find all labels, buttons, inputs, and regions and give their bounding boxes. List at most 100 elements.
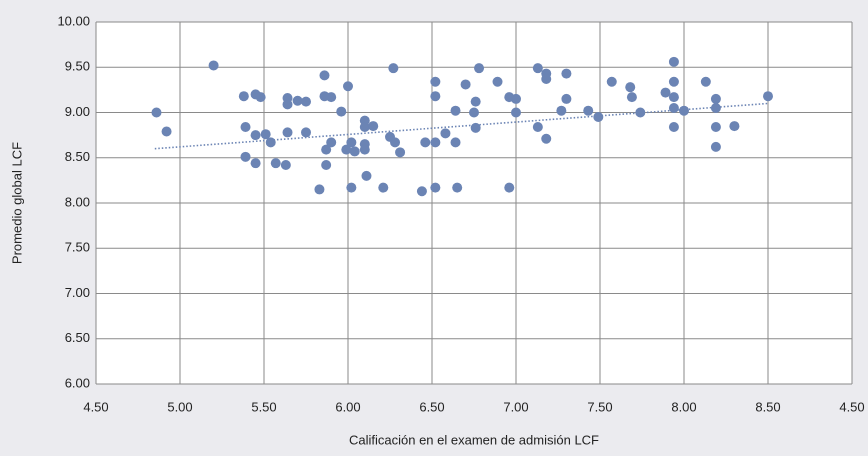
point bbox=[336, 106, 347, 117]
y-tick-label: 9.00 bbox=[65, 104, 90, 119]
point bbox=[452, 182, 463, 193]
point bbox=[260, 129, 271, 140]
point bbox=[532, 121, 543, 132]
point bbox=[368, 121, 379, 132]
point bbox=[492, 76, 503, 87]
point bbox=[668, 56, 679, 67]
point bbox=[346, 182, 357, 193]
point bbox=[250, 158, 261, 169]
point bbox=[460, 79, 471, 90]
y-tick-label: 8.00 bbox=[65, 194, 90, 209]
point bbox=[561, 93, 572, 104]
x-tick-label: 8.00 bbox=[671, 399, 696, 414]
point bbox=[240, 121, 251, 132]
x-tick-label: 6.50 bbox=[419, 399, 444, 414]
point bbox=[668, 92, 679, 103]
point bbox=[474, 63, 485, 74]
y-tick-label: 7.00 bbox=[65, 285, 90, 300]
point bbox=[255, 92, 266, 103]
point bbox=[416, 186, 427, 197]
point bbox=[161, 126, 172, 137]
y-tick-label: 6.00 bbox=[65, 375, 90, 390]
y-tick-label: 6.50 bbox=[65, 330, 90, 345]
point bbox=[626, 92, 637, 103]
point bbox=[710, 102, 721, 113]
point bbox=[361, 170, 372, 181]
point bbox=[504, 182, 515, 193]
point bbox=[470, 96, 481, 107]
point bbox=[359, 144, 370, 155]
x-tick-label: 4.50 bbox=[839, 399, 864, 414]
point bbox=[450, 105, 461, 116]
point bbox=[430, 182, 441, 193]
point bbox=[470, 122, 481, 133]
point bbox=[270, 158, 281, 169]
point bbox=[321, 159, 332, 170]
point bbox=[625, 82, 636, 93]
point bbox=[700, 76, 711, 87]
point bbox=[282, 127, 293, 138]
point bbox=[430, 76, 441, 87]
y-axis-label: Promedio global LCF bbox=[9, 142, 24, 264]
y-tick-label: 8.50 bbox=[65, 149, 90, 164]
point bbox=[326, 137, 337, 148]
point bbox=[541, 133, 552, 144]
point bbox=[710, 141, 721, 152]
point bbox=[561, 68, 572, 79]
y-tick-label: 9.50 bbox=[65, 59, 90, 74]
x-tick-label: 7.00 bbox=[503, 399, 528, 414]
point bbox=[343, 81, 353, 92]
point bbox=[679, 105, 689, 116]
x-tick-label: 5.50 bbox=[251, 399, 276, 414]
point bbox=[511, 93, 521, 104]
point bbox=[240, 151, 251, 162]
point bbox=[395, 147, 406, 158]
point bbox=[326, 92, 337, 103]
point bbox=[390, 137, 401, 148]
point bbox=[238, 91, 249, 102]
point bbox=[292, 95, 303, 106]
point bbox=[541, 74, 552, 85]
x-tick-label: 8.50 bbox=[755, 399, 780, 414]
y-tick-label: 7.50 bbox=[65, 240, 90, 255]
x-tick-label: 5.00 bbox=[167, 399, 192, 414]
trendline bbox=[154, 102, 769, 150]
point bbox=[668, 102, 679, 113]
point bbox=[635, 107, 646, 118]
point bbox=[556, 105, 567, 116]
point bbox=[593, 112, 604, 123]
point bbox=[729, 121, 740, 132]
point bbox=[469, 107, 479, 118]
point bbox=[430, 137, 441, 148]
point bbox=[660, 87, 671, 98]
point bbox=[511, 107, 521, 118]
point bbox=[450, 137, 461, 148]
point bbox=[668, 76, 679, 87]
point bbox=[440, 128, 451, 139]
x-tick-label: 6.00 bbox=[335, 399, 360, 414]
point bbox=[763, 91, 773, 102]
point bbox=[346, 137, 357, 148]
point bbox=[301, 127, 311, 138]
point bbox=[710, 93, 721, 104]
point bbox=[321, 144, 332, 155]
point bbox=[282, 99, 293, 110]
point bbox=[208, 60, 219, 71]
point bbox=[349, 146, 360, 157]
point bbox=[151, 107, 162, 118]
x-tick-label: 4.50 bbox=[83, 399, 108, 414]
point bbox=[265, 137, 276, 148]
point bbox=[710, 121, 721, 132]
point bbox=[359, 121, 370, 132]
y-tick-label: 10.00 bbox=[57, 13, 90, 28]
x-axis-label: Calificación en el examen de admisión LC… bbox=[349, 432, 599, 447]
point bbox=[280, 159, 291, 170]
point bbox=[250, 130, 261, 141]
x-tick-label: 7.50 bbox=[587, 399, 612, 414]
point bbox=[378, 182, 389, 193]
point bbox=[319, 70, 330, 81]
point bbox=[420, 137, 431, 148]
point bbox=[341, 144, 352, 155]
